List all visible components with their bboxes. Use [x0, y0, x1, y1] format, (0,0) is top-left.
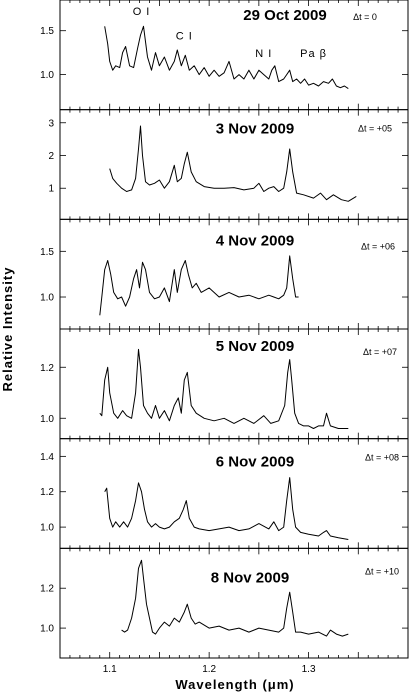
y-tick-label: 1.5 — [40, 247, 54, 258]
y-tick-label: 1.0 — [40, 293, 54, 304]
panel-date-label: 29 Oct 2009 — [243, 7, 326, 24]
y-tick-label: 1.0 — [40, 414, 54, 425]
y-axis-title: Relative Intensity — [0, 267, 15, 392]
spectrum-line — [99, 348, 349, 429]
panel-dt-label: Δt = +10 — [365, 566, 399, 576]
x-axis-title: Wavelength (μm) — [175, 677, 294, 692]
x-tick-label: 1.3 — [302, 664, 316, 675]
panel-date-label: 4 Nov 2009 — [216, 232, 294, 249]
y-tick-label: 1 — [48, 184, 54, 195]
y-tick-label: 1.4 — [40, 452, 54, 463]
panel-dt-label: Δt = 0 — [353, 12, 377, 22]
y-tick-label: 3 — [48, 118, 54, 129]
panel-date-label: 3 Nov 2009 — [216, 121, 294, 138]
line-annotation: O I — [133, 6, 151, 18]
spectrum-line — [121, 559, 349, 637]
y-tick-label: 2 — [48, 151, 54, 162]
panel-dt-label: Δt = +08 — [365, 453, 399, 463]
y-tick-label: 1.2 — [40, 363, 54, 374]
panel-dt-label: Δt = +07 — [363, 347, 397, 357]
panel-date-label: 8 Nov 2009 — [211, 569, 289, 586]
spectrum-line — [104, 25, 349, 90]
y-tick-label: 1.5 — [40, 26, 54, 37]
y-tick-label: 1.0 — [40, 624, 54, 635]
spectrum-line — [99, 255, 299, 316]
line-annotation: C I — [176, 30, 193, 42]
x-tick-label: 1.1 — [103, 664, 117, 675]
panel-date-label: 6 Nov 2009 — [216, 454, 294, 471]
panel-frame — [59, 547, 409, 659]
y-tick-label: 1.0 — [40, 70, 54, 81]
y-tick-label: 1.2 — [40, 584, 54, 595]
y-tick-label: 1.0 — [40, 523, 54, 534]
x-tick-label: 1.2 — [202, 664, 216, 675]
line-annotation: N I — [255, 48, 272, 60]
y-tick-label: 1.2 — [40, 487, 54, 498]
panel-date-label: 5 Nov 2009 — [216, 338, 294, 355]
spectrum-line — [104, 477, 349, 540]
line-annotation: Pa β — [300, 48, 327, 60]
panel-dt-label: Δt = +06 — [361, 241, 395, 251]
panel-dt-label: Δt = +05 — [358, 124, 392, 134]
spectrum-line — [109, 125, 357, 202]
